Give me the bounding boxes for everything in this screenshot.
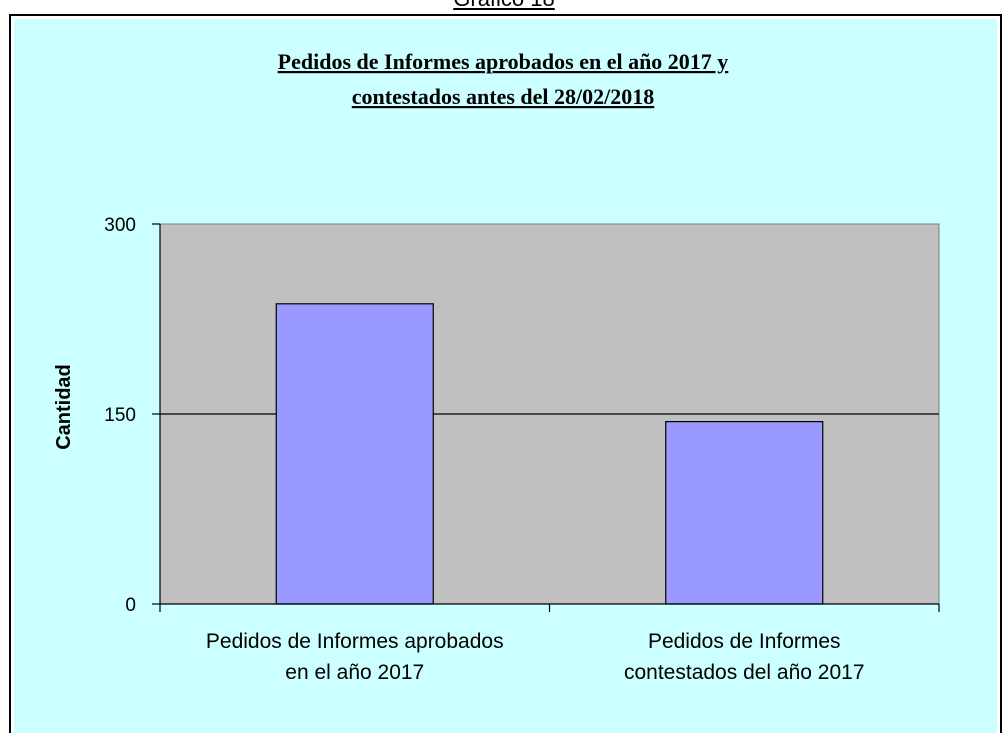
chart-frame — [9, 14, 1002, 733]
x-tick-label: Pedidos de Informes contestados del año 2… — [624, 630, 865, 684]
y-tick-label: 150 — [104, 405, 136, 426]
axes: 0 150 300 Pedidos de Informes aprobados en e… — [104, 215, 940, 684]
bar — [275, 303, 434, 605]
chart-title: Pedidos de Informes aprobados en el año … — [278, 49, 729, 109]
figure-caption: Gráfico 18 — [0, 0, 1008, 11]
chart-title-line: Pedidos de Informes aprobados en el año … — [278, 49, 729, 74]
y-tick-label: 0 — [125, 595, 136, 616]
y-axis-label: Cantidad — [53, 364, 75, 450]
bars — [275, 303, 824, 605]
chart-title-line: contestados antes del 28/02/2018 — [352, 84, 655, 109]
y-tick-label: 300 — [104, 215, 136, 236]
x-tick-label: Pedidos de Informes aprobados en el año 2… — [206, 630, 504, 684]
bar — [665, 421, 824, 605]
